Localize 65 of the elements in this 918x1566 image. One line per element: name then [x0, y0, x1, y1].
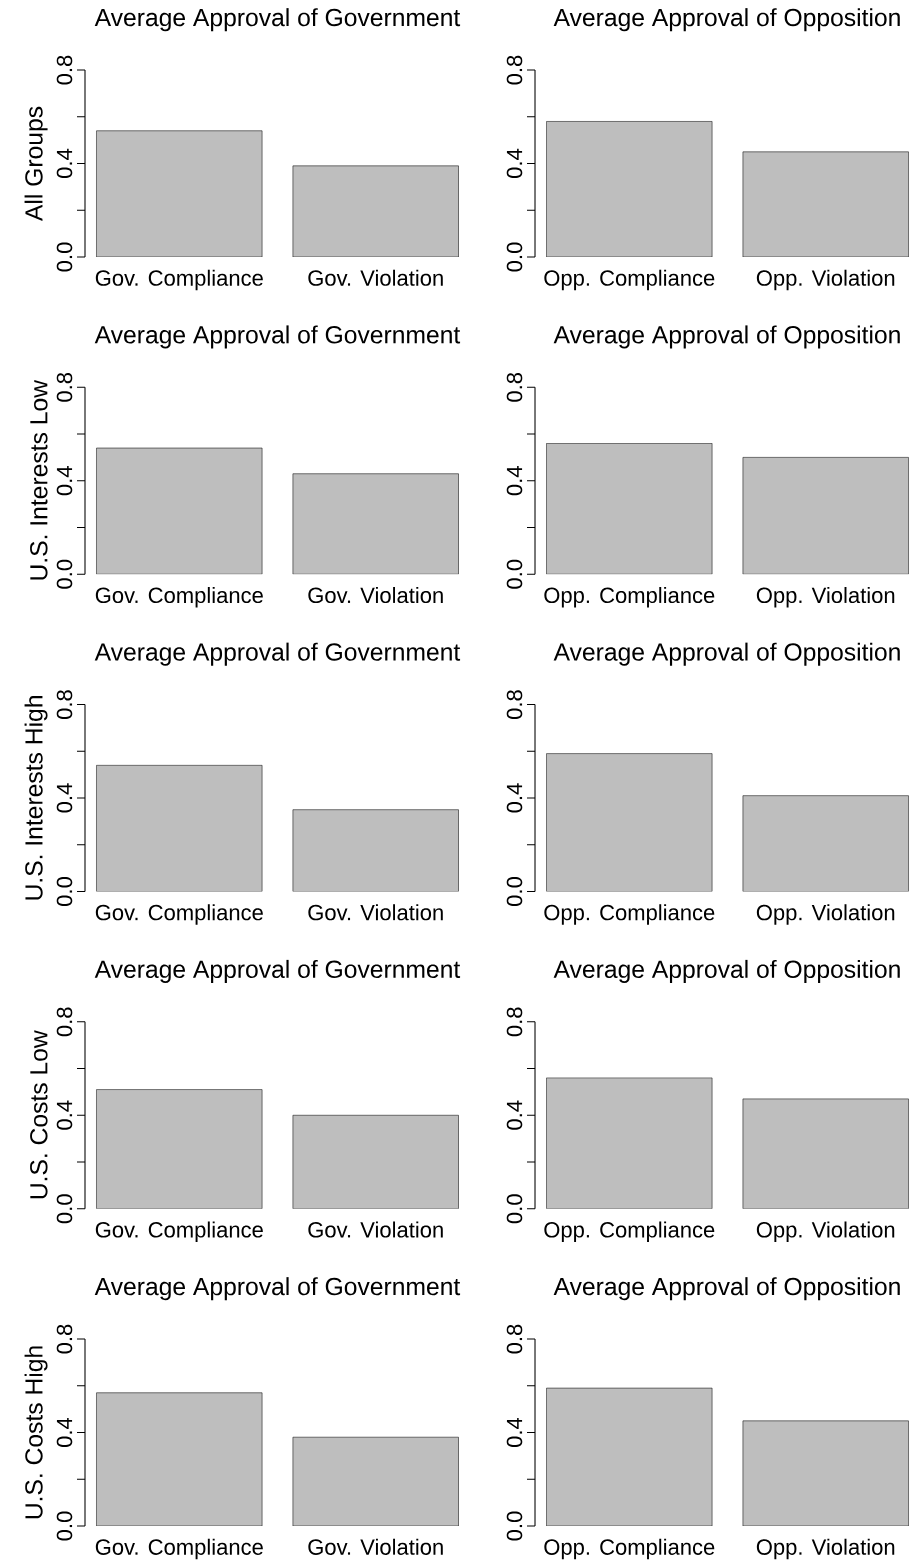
x-tick-label: Opp. Compliance [544, 586, 715, 608]
x-tick-label: Opp. Violation [756, 1538, 895, 1560]
chart-title: Average Approval of Opposition [553, 642, 900, 666]
chart-title: Average Approval of Government [94, 1277, 461, 1301]
y-tick-label: 0.4 [56, 783, 73, 813]
x-tick-label: Opp. Violation [756, 1221, 895, 1242]
y-tick-label: 0.0 [56, 242, 73, 272]
y-tick-label: 0.8 [506, 372, 523, 402]
x-tick-label: Gov. Compliance [95, 904, 263, 925]
y-tick-label: 0.4 [506, 783, 523, 813]
y-tick-label: 0.8 [56, 690, 73, 719]
y-tick-label: 0.8 [506, 690, 523, 719]
y-tick-label: 0.4 [506, 466, 523, 496]
y-tick-label: 0.0 [56, 1194, 73, 1224]
chart-title: Average Approval of Government [94, 8, 461, 32]
y-tick-label: 0.0 [506, 1511, 523, 1541]
x-tick-label: Opp. Violation [756, 269, 895, 291]
y-axis-title: All Groups [24, 106, 48, 222]
y-axis-title: U.S. Costs Low [30, 1030, 48, 1199]
y-tick-label: 0.8 [506, 55, 523, 85]
y-axis-title: U.S. Interests Low [30, 379, 48, 580]
x-tick-label: Gov. Violation [308, 904, 443, 921]
chart-title: Average Approval of Government [94, 959, 461, 983]
y-tick-label: 0.0 [506, 242, 523, 272]
x-tick-label: Gov. Violation [308, 1221, 443, 1238]
y-tick-label: 0.8 [56, 55, 73, 85]
chart-title: Average Approval of Government [94, 642, 461, 666]
y-tick-label: 0.0 [506, 877, 523, 906]
y-tick-label: 0.4 [506, 148, 523, 178]
chart-title: Average Approval of Government [94, 325, 461, 349]
x-tick-label: Gov. Compliance [95, 269, 263, 291]
y-tick-label: 0.8 [56, 372, 73, 402]
x-tick-label: Gov. Compliance [95, 1221, 263, 1242]
x-tick-label: Opp. Violation [756, 904, 895, 925]
y-tick-label: 0.0 [506, 559, 523, 589]
x-tick-label: Opp. Violation [756, 586, 895, 608]
y-tick-label: 0.0 [56, 559, 73, 589]
y-tick-label: 0.0 [56, 877, 73, 906]
y-tick-label: 0.4 [506, 1100, 523, 1130]
y-tick-label: 0.8 [506, 1007, 523, 1037]
x-tick-label: Gov. Violation [308, 1538, 443, 1555]
x-tick-label: Gov. Compliance [95, 1538, 263, 1560]
y-tick-label: 0.8 [506, 1324, 523, 1354]
y-tick-label: 0.8 [56, 1324, 73, 1354]
chart-title: Average Approval of Opposition [553, 325, 900, 349]
y-tick-label: 0.4 [56, 148, 73, 178]
y-tick-label: 0.4 [56, 1417, 73, 1447]
y-tick-label: 0.4 [56, 1100, 73, 1130]
y-axis-title: U.S. Costs High [24, 1346, 48, 1519]
y-tick-label: 0.4 [56, 466, 73, 496]
y-tick-label: 0.8 [56, 1007, 73, 1037]
x-tick-label: Opp. Compliance [544, 1221, 715, 1242]
x-tick-label: Gov. Violation [308, 586, 443, 604]
x-tick-label: Opp. Compliance [544, 269, 715, 291]
x-tick-label: Opp. Compliance [544, 904, 715, 925]
y-tick-label: 0.0 [56, 1511, 73, 1541]
chart-title: Average Approval of Opposition [553, 1277, 900, 1301]
chart-title: Average Approval of Opposition [553, 959, 900, 983]
y-axis-title: U.S. Interests High [24, 696, 48, 900]
x-tick-label: Opp. Compliance [544, 1538, 715, 1560]
y-tick-label: 0.0 [506, 1194, 523, 1224]
x-tick-label: Gov. Compliance [95, 586, 263, 608]
chart-title: Average Approval of Opposition [553, 8, 900, 32]
y-tick-label: 0.4 [506, 1417, 523, 1447]
x-tick-label: Gov. Violation [308, 269, 443, 286]
